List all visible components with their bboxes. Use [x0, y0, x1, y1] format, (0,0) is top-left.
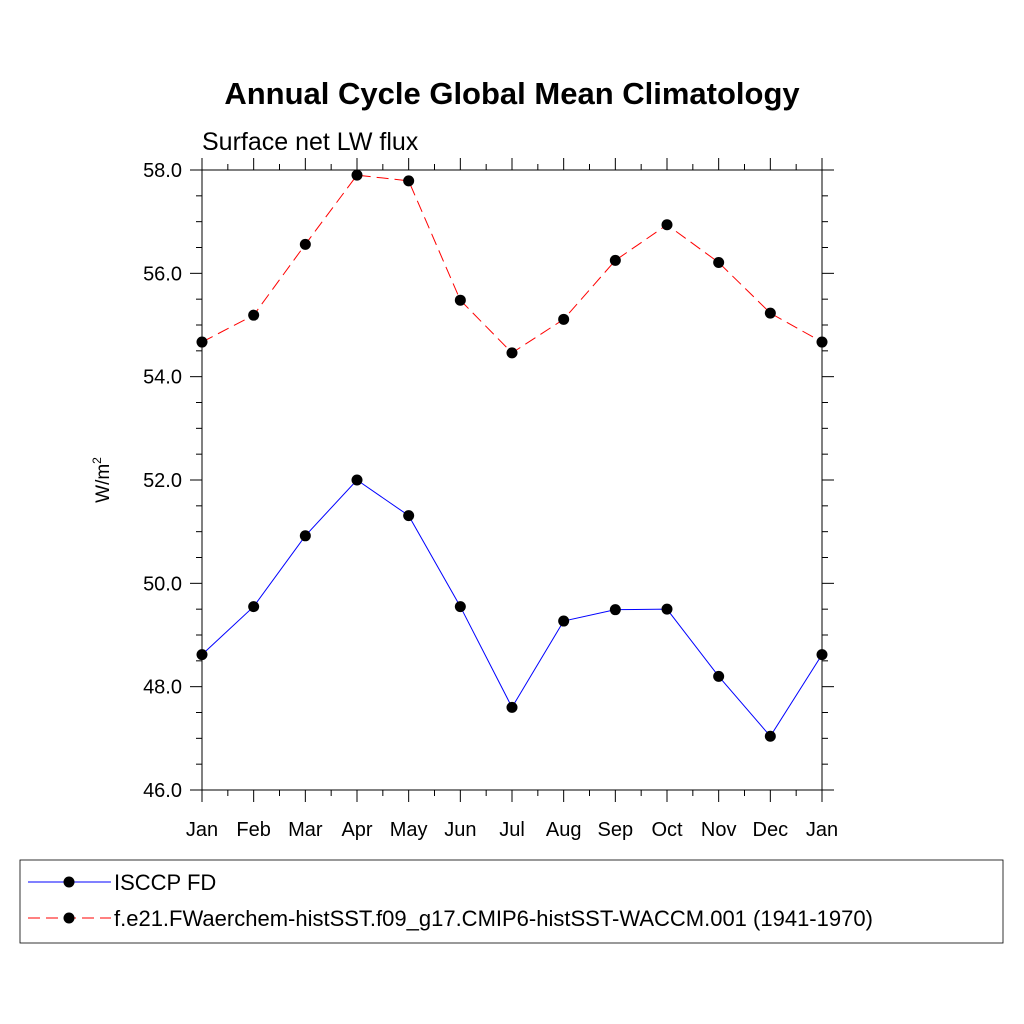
data-point-1 [558, 313, 570, 325]
x-tick-label: Feb [236, 819, 270, 841]
data-point-1 [248, 309, 260, 321]
x-tick-label: Oct [651, 819, 683, 841]
x-tick-label: Nov [701, 819, 737, 841]
data-point-0 [454, 601, 466, 613]
data-point-0 [713, 670, 725, 682]
data-point-1 [351, 169, 363, 181]
y-axis-label: W/m2 [90, 457, 114, 503]
data-point-0 [403, 510, 415, 522]
y-tick-label: 56.0 [143, 263, 182, 285]
x-tick-label: Jul [499, 819, 525, 841]
svg-text:W/m2: W/m2 [90, 457, 114, 503]
x-tick-label: Apr [341, 819, 372, 841]
data-point-1 [661, 219, 673, 231]
legend-label-1: f.e21.FWaerchem-histSST.f09_g17.CMIP6-hi… [114, 906, 873, 931]
x-tick-label: May [390, 819, 428, 841]
y-tick-label: 54.0 [143, 367, 182, 389]
data-point-0 [196, 649, 208, 661]
data-point-1 [609, 254, 621, 266]
legend-box [19, 859, 1004, 944]
data-point-1 [764, 307, 776, 319]
chart-subtitle: Surface net LW flux [202, 128, 419, 156]
data-point-1 [196, 336, 208, 348]
legend: ISCCP FD f.e21.FWaerchem-histSST.f09_g17.… [28, 870, 873, 931]
data-point-1 [816, 336, 828, 348]
data-point-1 [506, 347, 518, 359]
data-point-0 [816, 649, 828, 661]
x-tick-label: Jan [186, 819, 218, 841]
y-tick-label: 46.0 [143, 780, 182, 802]
data-point-0 [764, 730, 776, 742]
data-point-0 [351, 474, 363, 486]
x-tick-label: Jan [806, 819, 838, 841]
data-point-1 [403, 175, 415, 187]
x-tick-label: Aug [546, 819, 582, 841]
data-point-1 [299, 238, 311, 250]
x-tick-label: Sep [598, 819, 634, 841]
plot-frame [201, 169, 823, 791]
y-tick-label: 58.0 [143, 160, 182, 182]
series-line-1 [201, 174, 823, 354]
data-point-1 [713, 256, 725, 268]
axes: Jan Feb Mar Apr May Jun Jul Aug Sep Oct Nov Dec Jan4… [143, 158, 838, 841]
legend-label-0: ISCCP FD [114, 870, 216, 895]
data-point-0 [609, 604, 621, 616]
y-tick-label: 48.0 [143, 677, 182, 699]
y-tick-label: 52.0 [143, 470, 182, 492]
data-point-0 [299, 530, 311, 542]
y-axis-label-superscript: 2 [90, 457, 104, 464]
data-point-0 [558, 615, 570, 627]
x-tick-label: Dec [753, 819, 789, 841]
series-line-0 [201, 479, 823, 738]
legend-marker-0 [63, 876, 75, 888]
chart-title: Annual Cycle Global Mean Climatology [224, 76, 800, 111]
data-point-1 [454, 294, 466, 306]
data-point-0 [248, 601, 260, 613]
x-tick-label: Jun [444, 819, 476, 841]
y-tick-label: 50.0 [143, 573, 182, 595]
x-tick-label: Mar [288, 819, 323, 841]
data-point-0 [661, 603, 673, 615]
series-group [196, 169, 828, 742]
legend-marker-1 [63, 912, 75, 924]
y-axis-label-text: W/m [93, 464, 114, 503]
data-point-0 [506, 701, 518, 713]
